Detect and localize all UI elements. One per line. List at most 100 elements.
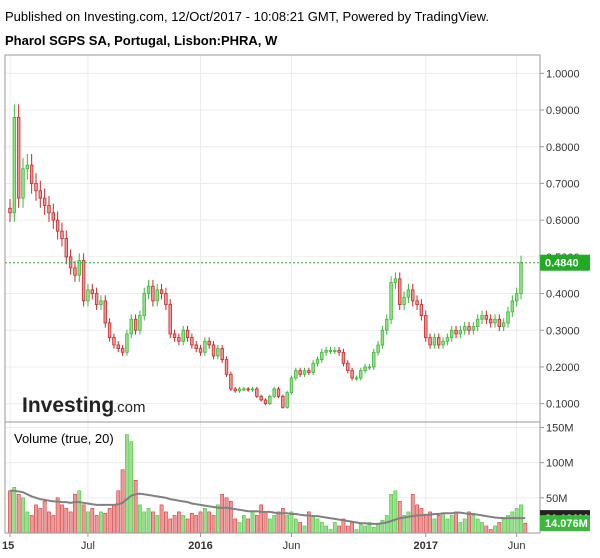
candle-body [324, 350, 328, 353]
candle-body [172, 333, 177, 338]
candle-down [81, 253, 86, 307]
candle-down [198, 344, 203, 356]
candle-body [94, 293, 99, 305]
volume-bar-down [488, 529, 493, 534]
candle-body [302, 370, 307, 375]
candle-body [341, 351, 346, 364]
volume-bar-down [415, 504, 419, 534]
volume-bar-up [129, 441, 134, 534]
volume-bar-down [211, 515, 216, 534]
candle-body [497, 318, 502, 327]
candle-body [168, 304, 172, 335]
candle-up [242, 386, 246, 392]
candle-body [129, 318, 133, 335]
candle-body [246, 388, 250, 391]
volume-bar-up [237, 522, 242, 534]
volume-ma-polyline [10, 489, 526, 525]
volume-bar-down [259, 504, 264, 534]
value-tags: 0.484021.191M14.076M [540, 254, 590, 532]
volume-bar-down [345, 525, 350, 534]
candle-body [86, 289, 90, 302]
volume-axis[interactable]: 50M 100M 150M [540, 423, 574, 505]
time-tick-label: Jun [508, 540, 526, 552]
candle-body [211, 344, 216, 357]
time-tick-label: 2016 [188, 540, 212, 552]
candle-up [268, 394, 272, 406]
candle-up [203, 337, 207, 356]
candle-down [164, 287, 168, 310]
volume-bar-down [164, 511, 168, 534]
candle-body [151, 285, 155, 302]
candle-body [389, 282, 393, 320]
candle-down [194, 341, 198, 353]
volume-bar-up [363, 525, 367, 534]
candle-down [107, 318, 112, 342]
volume-bar-down [224, 497, 229, 534]
candle-down [419, 299, 424, 321]
candle-body [450, 329, 454, 338]
candle-body [276, 388, 281, 397]
candle-up [445, 333, 450, 346]
candle-up [463, 322, 467, 335]
candle-down [211, 341, 216, 360]
volume-bar-up [445, 518, 450, 534]
candle-up [216, 344, 220, 360]
candle-up [77, 253, 81, 282]
price-tick-label: 0.2000 [546, 362, 580, 374]
candle-up [328, 346, 333, 355]
volume-bar-down [190, 513, 194, 534]
candle-down [346, 360, 350, 374]
candle-down [29, 154, 34, 194]
candle-down [415, 295, 419, 310]
volume-bar-up [449, 515, 454, 534]
candle-body [471, 326, 476, 331]
candle-body [493, 318, 497, 324]
candle-body [107, 322, 112, 338]
volume-bar-up [354, 529, 359, 534]
volume-bar-up [371, 527, 376, 534]
candle-body [34, 183, 38, 192]
candle-down [168, 299, 172, 339]
candle-up [363, 364, 367, 374]
volume-bar-up [358, 524, 363, 534]
candle-body [181, 329, 185, 342]
volume-bar-down [103, 513, 108, 534]
candle-body [77, 260, 81, 276]
candle-down [55, 211, 60, 240]
last-volume-tag-bg [540, 515, 590, 532]
volume-bar-down [419, 508, 424, 534]
candle-up [21, 157, 25, 208]
candle-up [237, 386, 242, 393]
volume-bars [8, 434, 528, 534]
price-axis[interactable]: 0.10000.20000.30000.40000.50000.60000.70… [540, 68, 580, 411]
volume-bar-down [467, 511, 471, 534]
candle-down [90, 283, 94, 300]
candle-down [73, 260, 77, 282]
candle-up [359, 367, 363, 381]
candle-down [190, 333, 194, 349]
candle-body [467, 326, 471, 331]
candle-down [60, 222, 64, 247]
grid [5, 55, 540, 533]
candle-down [159, 283, 164, 300]
candle-body [185, 329, 190, 338]
candle-down [133, 314, 138, 335]
candle-body [237, 388, 242, 392]
volume-bar-down [185, 518, 190, 534]
candle-down [298, 367, 302, 377]
volume-bar-up [21, 497, 25, 534]
volume-bar-down [497, 522, 502, 534]
candle-body [21, 168, 25, 199]
candle-body [116, 344, 120, 349]
candle-body [337, 350, 341, 353]
time-axis[interactable]: 15Jul2016Jun2017JunNo [2, 533, 600, 552]
candle-body [103, 300, 107, 324]
volume-bar-down [133, 480, 138, 534]
price-tick-label: 0.1000 [546, 399, 580, 411]
volume-bar-down [276, 511, 281, 534]
volume-bar-down [337, 525, 341, 534]
candle-down [281, 394, 285, 409]
volume-bar-down [107, 508, 112, 534]
candle-body [298, 370, 302, 375]
